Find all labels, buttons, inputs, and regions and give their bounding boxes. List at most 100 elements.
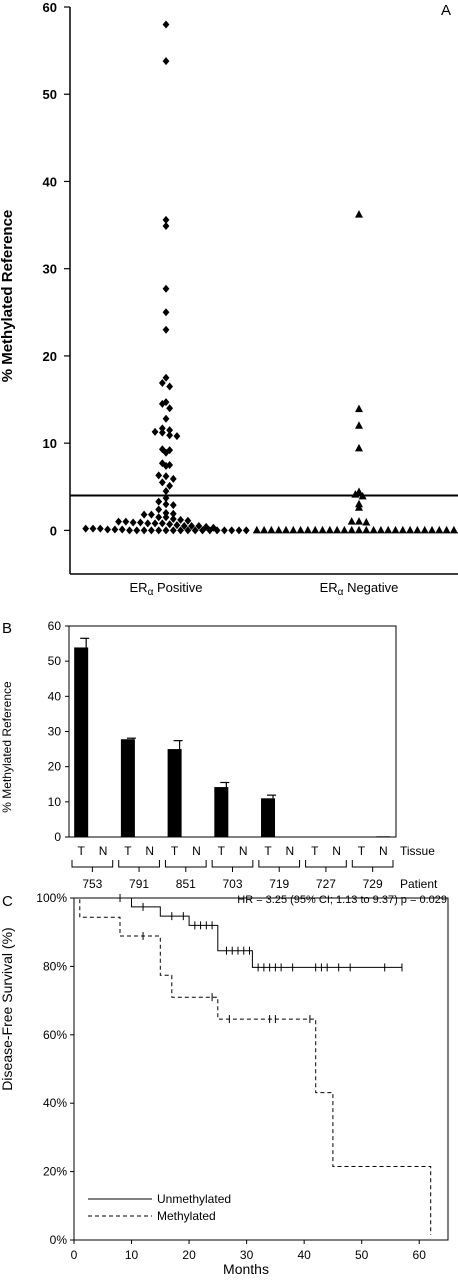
c-x-tick-label: 0 bbox=[71, 1248, 78, 1262]
panel-c-plot: 0% 20% 40% 60% 80% 100% 0 10 20 30 40 50 60 Unmethyla… bbox=[36, 891, 449, 1262]
b-tissue-label: T bbox=[124, 844, 132, 858]
c-y-tick-label: 20% bbox=[43, 1165, 67, 1179]
c-y-tick-label: 100% bbox=[36, 891, 67, 905]
a-point-er-positive bbox=[96, 524, 104, 533]
a-point-er-negative bbox=[355, 517, 363, 525]
b-tissue-label: N bbox=[332, 844, 341, 858]
a-point-er-negative bbox=[384, 525, 393, 534]
a-point-er-positive bbox=[228, 526, 236, 535]
a-point-er-positive bbox=[122, 517, 130, 526]
a-point-er-positive bbox=[155, 497, 163, 506]
a-point-er-positive bbox=[155, 513, 163, 522]
a-point-er-negative bbox=[289, 525, 298, 534]
a-point-er-positive bbox=[162, 526, 170, 535]
a-point-er-positive bbox=[162, 461, 170, 470]
a-point-er-positive bbox=[169, 526, 177, 535]
b-tissue-label: N bbox=[379, 844, 388, 858]
a-point-er-negative bbox=[252, 525, 261, 534]
a-point-er-positive bbox=[144, 519, 152, 528]
b-bar-tumor bbox=[261, 798, 276, 837]
a-point-er-positive bbox=[148, 510, 155, 519]
a-point-er-negative bbox=[303, 525, 312, 534]
b-tissue-label: N bbox=[286, 844, 295, 858]
a-point-er-positive bbox=[158, 478, 166, 487]
a-point-er-negative bbox=[398, 525, 407, 534]
a-point-er-negative bbox=[260, 525, 269, 534]
a-point-er-positive bbox=[82, 524, 90, 533]
a-point-er-negative bbox=[362, 518, 371, 526]
c-legend-label: Methylated bbox=[157, 1209, 216, 1223]
b-patient-bracket bbox=[71, 860, 114, 868]
b-patient-bracket bbox=[211, 860, 254, 868]
a-point-er-negative bbox=[351, 490, 360, 498]
a-point-er-positive bbox=[162, 494, 170, 503]
a-point-er-positive bbox=[206, 526, 214, 535]
c-x-tick-label: 10 bbox=[125, 1248, 139, 1262]
a-point-er-negative bbox=[355, 421, 363, 429]
a-point-er-positive bbox=[180, 522, 188, 531]
a-point-er-negative bbox=[428, 525, 436, 534]
a-point-er-negative bbox=[355, 210, 363, 218]
b-bar-tumor bbox=[74, 647, 89, 837]
a-point-er-positive bbox=[151, 519, 159, 528]
a-point-er-negative bbox=[333, 525, 342, 534]
a-point-er-negative bbox=[355, 404, 363, 413]
a-point-er-positive bbox=[140, 510, 148, 519]
a-point-er-positive bbox=[162, 308, 170, 317]
a-point-er-positive bbox=[166, 382, 174, 391]
a-point-er-positive bbox=[221, 526, 228, 535]
c-y-tick-label: 60% bbox=[43, 1028, 67, 1042]
hr-annotation: HR = 3.25 (95% CI; 1.13 to 9.37) p = 0.0… bbox=[237, 894, 447, 906]
b-y-tick-label: 10 bbox=[48, 795, 62, 809]
c-curve-methylated bbox=[74, 897, 432, 1235]
a-y-tick-label: 50 bbox=[43, 87, 57, 102]
a-point-er-positive bbox=[242, 526, 250, 535]
b-patient-label: 791 bbox=[129, 877, 149, 891]
a-point-er-positive bbox=[184, 516, 192, 525]
c-y-tick-label: 80% bbox=[43, 959, 67, 973]
a-point-er-negative bbox=[355, 503, 363, 511]
c-legend-label: Unmethylated bbox=[157, 1192, 231, 1206]
b-bar-tumor bbox=[167, 749, 182, 837]
b-patient-bracket bbox=[164, 860, 207, 868]
a-point-er-positive bbox=[162, 215, 170, 224]
a-point-er-positive bbox=[155, 526, 163, 535]
c-y-tick-label: 0% bbox=[50, 1233, 68, 1247]
b-patient-bracket bbox=[305, 860, 347, 868]
a-point-er-positive bbox=[162, 373, 170, 382]
a-y-tick-label: 0 bbox=[50, 523, 57, 538]
a-point-er-positive bbox=[173, 432, 181, 441]
a-point-er-positive bbox=[155, 505, 163, 514]
b-y-tick-label: 20 bbox=[48, 760, 62, 774]
a-point-er-positive bbox=[235, 526, 243, 535]
a-point-er-positive bbox=[162, 221, 170, 230]
a-point-er-positive bbox=[166, 404, 174, 413]
a-point-er-negative bbox=[347, 525, 356, 534]
a-point-er-positive bbox=[162, 448, 170, 457]
b-patient-label: 703 bbox=[222, 877, 242, 891]
a-point-er-positive bbox=[166, 426, 174, 435]
b-y-tick-label: 60 bbox=[48, 619, 62, 633]
c-x-tick-label: 50 bbox=[355, 1248, 369, 1262]
a-point-er-positive bbox=[148, 526, 155, 535]
a-point-er-negative bbox=[282, 525, 290, 534]
a-point-er-negative bbox=[369, 525, 378, 534]
b-patient-label: 851 bbox=[176, 877, 196, 891]
a-point-er-positive bbox=[162, 487, 170, 496]
a-point-er-positive bbox=[195, 522, 203, 531]
c-x-tick-label: 30 bbox=[240, 1248, 254, 1262]
b-tissue-label: T bbox=[78, 844, 86, 858]
b-tissue-label: N bbox=[239, 844, 248, 858]
c-y-tick-label: 40% bbox=[43, 1096, 67, 1110]
a-point-er-negative bbox=[413, 525, 422, 534]
a-point-er-negative bbox=[391, 525, 400, 534]
a-point-er-positive bbox=[188, 522, 195, 531]
a-point-er-negative bbox=[311, 525, 320, 534]
a-point-er-positive bbox=[169, 501, 177, 510]
a-point-er-negative bbox=[325, 525, 334, 534]
a-point-er-negative bbox=[318, 525, 327, 534]
b-tissue-label: T bbox=[264, 844, 272, 858]
b-tissue-label: T bbox=[171, 844, 179, 858]
